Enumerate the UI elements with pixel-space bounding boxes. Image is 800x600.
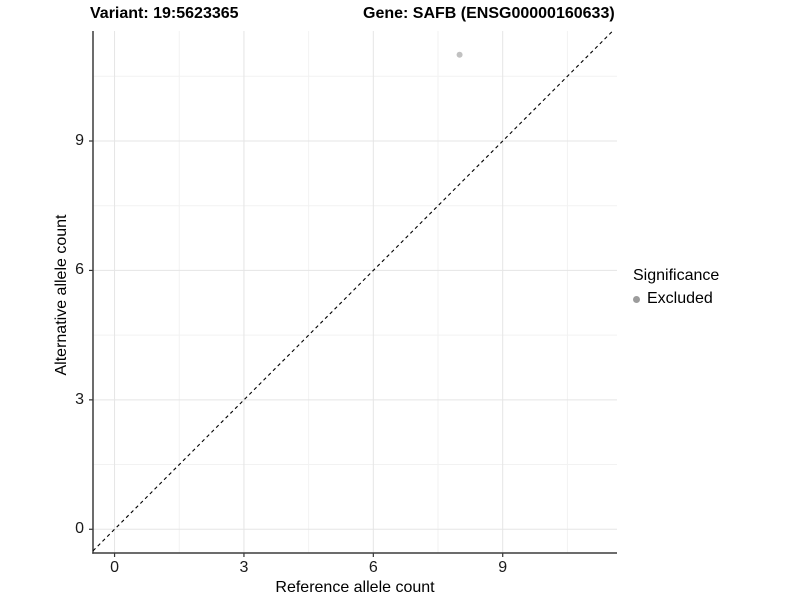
y-tick-label: 9 [75, 132, 84, 149]
legend-title: Significance [633, 267, 720, 284]
x-tick-label: 0 [110, 559, 120, 576]
y-tick-label: 6 [75, 261, 84, 279]
legend-point-icon [633, 295, 640, 303]
y-tick-label: 0 [75, 520, 84, 538]
x-tick-label: 6 [368, 559, 378, 576]
legend-item-label: Excluded [647, 290, 713, 307]
x-tick-label: 3 [239, 559, 249, 576]
x-tick-label: 9 [498, 559, 508, 576]
data-point-excluded [456, 51, 463, 58]
y-axis-title: Alternative allele count [53, 214, 70, 376]
plot-title-gene: Gene: SAFB (ENSG00000160633) [363, 5, 615, 22]
y-tick-label: 3 [75, 390, 84, 408]
x-axis-title: Reference allele count [275, 579, 435, 596]
plot-title-variant: Variant: 19:5623365 [90, 5, 239, 22]
legend-item-excluded: Excluded [633, 289, 719, 309]
identity-dashed-line [92, 30, 614, 552]
legend: Significance Excluded [633, 266, 719, 309]
